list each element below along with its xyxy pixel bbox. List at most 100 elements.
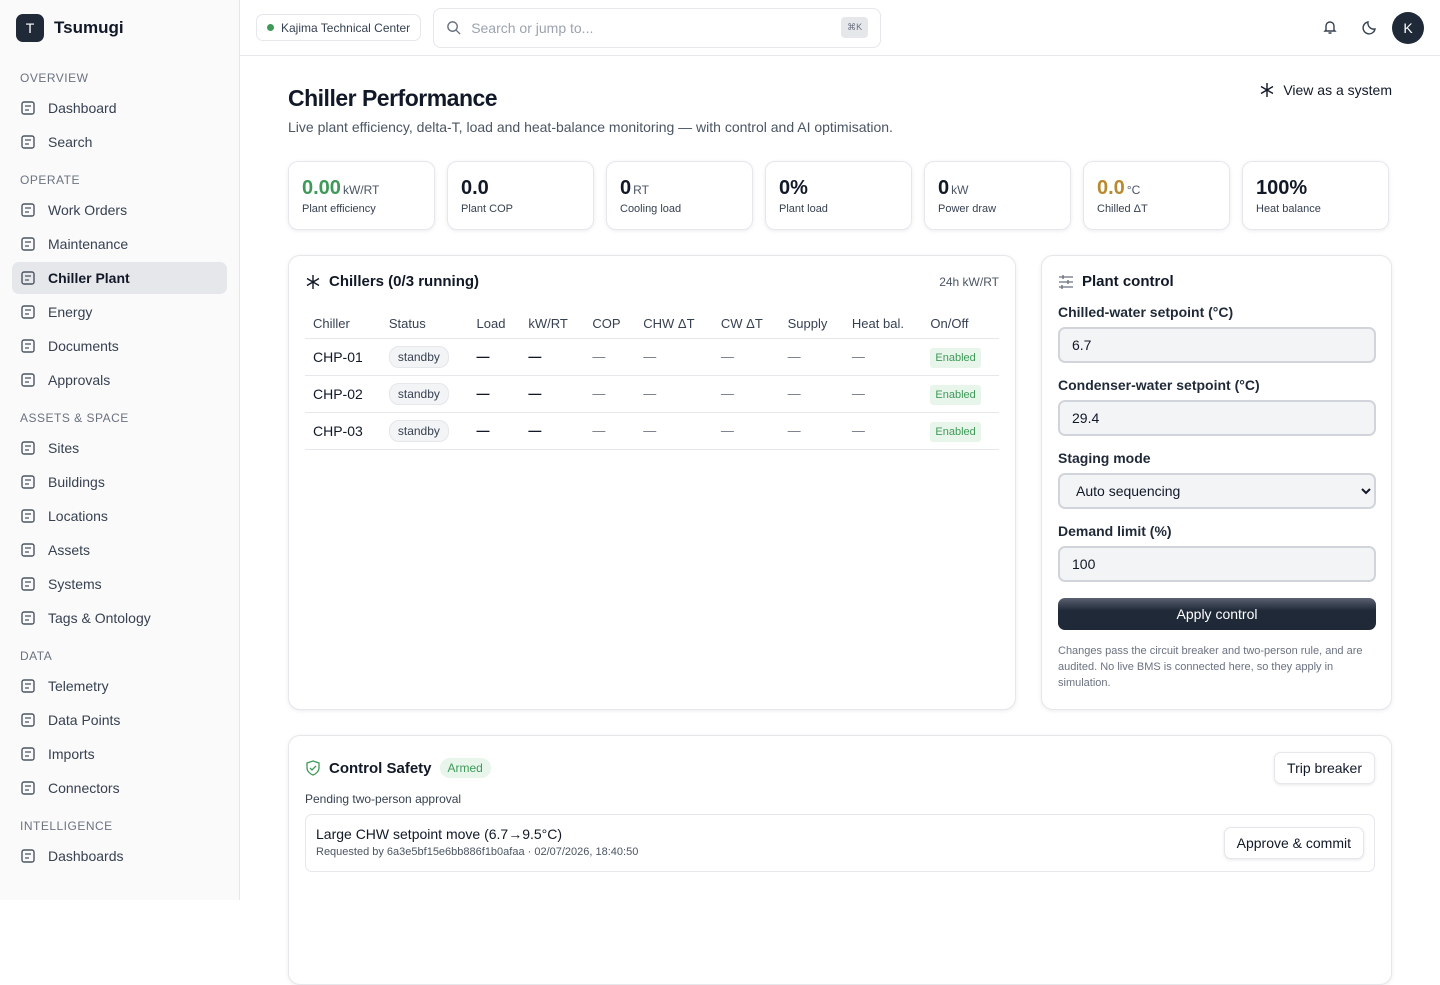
nav-item[interactable]: Chiller Plant bbox=[12, 262, 227, 294]
cell: CHP-01 bbox=[305, 338, 381, 376]
nav-item[interactable]: Imports bbox=[12, 738, 227, 770]
kpi-row: 0.00 kW/RT Plant efficiency 0.0 Plant COP 0 RT… bbox=[288, 161, 1392, 230]
approve-button[interactable]: Approve & commit bbox=[1223, 827, 1364, 859]
kpi-number: 0 bbox=[938, 177, 950, 199]
nav-item[interactable]: Approvals bbox=[12, 364, 227, 396]
kpi-unit: °C bbox=[1126, 183, 1141, 197]
cell: — bbox=[779, 338, 844, 376]
status-pill: standby bbox=[388, 346, 449, 368]
nav-item[interactable]: Assets bbox=[12, 534, 227, 566]
logo: T bbox=[16, 14, 44, 42]
view-system[interactable]: View as a system bbox=[1259, 82, 1392, 98]
nav-label: Approvals bbox=[48, 372, 111, 388]
nav-item[interactable]: Search bbox=[12, 126, 227, 158]
cell-text: — bbox=[851, 386, 865, 401]
nav-item[interactable]: Tags & Ontology bbox=[12, 602, 227, 634]
site-switcher[interactable]: Kajima Technical Center bbox=[256, 14, 422, 41]
cell-text: — bbox=[643, 349, 657, 364]
nav-label: Buildings bbox=[48, 474, 105, 490]
search-box[interactable]: Search or jump to... ⌘K bbox=[433, 7, 882, 48]
nav-item[interactable]: Data Points bbox=[12, 704, 227, 736]
cell: standby bbox=[380, 375, 469, 413]
shield-icon bbox=[306, 760, 320, 776]
kpi-label: Chilled ΔT bbox=[1097, 203, 1148, 215]
nav-item[interactable]: Systems bbox=[12, 568, 227, 600]
kpi-label: Cooling load bbox=[620, 203, 682, 215]
card-title: Control Safety bbox=[329, 759, 432, 777]
cell: standby bbox=[380, 412, 469, 450]
chiller-row[interactable]: CHP-01 standby — — — — — — — Enabled bbox=[305, 338, 999, 376]
cell: — bbox=[712, 338, 780, 376]
nav-icon bbox=[21, 543, 35, 557]
field-input[interactable] bbox=[1058, 400, 1376, 436]
enabled-badge[interactable]: Enabled bbox=[930, 348, 981, 368]
kpi-number: 0.0 bbox=[1097, 177, 1125, 199]
kpi-card: 100% Heat balance bbox=[1242, 161, 1389, 230]
nav-icon bbox=[21, 781, 35, 795]
column-header: Load bbox=[468, 310, 521, 339]
nav-item[interactable]: Maintenance bbox=[12, 228, 227, 260]
safety-card: Control Safety Armed Trip breaker Pendin… bbox=[288, 735, 1392, 985]
plant-control-card: Plant control Chilled-water setpoint (°C… bbox=[1041, 255, 1392, 710]
avatar[interactable]: K bbox=[1392, 12, 1424, 44]
enabled-badge[interactable]: Enabled bbox=[930, 422, 981, 442]
kpi-value: 0.0 °C bbox=[1097, 177, 1216, 201]
field-input[interactable] bbox=[1058, 327, 1376, 363]
nav-icon bbox=[21, 101, 35, 115]
nav-item[interactable]: Dashboard bbox=[12, 92, 227, 124]
staging-select[interactable]: Auto sequencing bbox=[1058, 473, 1376, 509]
cell-text: — bbox=[720, 423, 734, 438]
chiller-row[interactable]: CHP-03 standby — — — — — — — Enabled bbox=[305, 412, 999, 450]
brand[interactable]: T Tsumugi bbox=[12, 0, 227, 56]
nav-label: Work Orders bbox=[48, 202, 128, 218]
kpi-number: 0.0 bbox=[461, 177, 489, 199]
nav-label: Documents bbox=[48, 338, 119, 354]
theme-toggle[interactable] bbox=[1362, 19, 1378, 35]
pending-item: Large CHW setpoint move (6.7→9.5°C) Reque… bbox=[305, 814, 1375, 872]
notifications[interactable] bbox=[1322, 19, 1338, 35]
chiller-row[interactable]: CHP-02 standby — — — — — — — Enabled bbox=[305, 375, 999, 413]
cell: — bbox=[635, 375, 713, 413]
nav-item[interactable]: Buildings bbox=[12, 466, 227, 498]
nav-icon bbox=[21, 679, 35, 693]
nav-label: Maintenance bbox=[48, 236, 129, 252]
nav-item[interactable]: Energy bbox=[12, 296, 227, 328]
column-header: CHW ΔT bbox=[635, 310, 713, 339]
cell: — bbox=[468, 338, 521, 376]
pending-list: Large CHW setpoint move (6.7→9.5°C) Reque… bbox=[305, 814, 1375, 872]
nav-item[interactable]: Locations bbox=[12, 500, 227, 532]
enabled-badge[interactable]: Enabled bbox=[930, 385, 981, 405]
nav-item[interactable]: Work Orders bbox=[12, 194, 227, 226]
table-body: CHP-01 standby — — — — — — — Enabled CHP-02 standby… bbox=[305, 338, 999, 450]
trip-button[interactable]: Trip breaker bbox=[1274, 752, 1375, 784]
cell: standby bbox=[380, 338, 469, 376]
nav-item[interactable]: Dashboards bbox=[12, 840, 227, 872]
nav-item[interactable]: Connectors bbox=[12, 772, 227, 804]
nav-icon bbox=[21, 373, 35, 387]
cell-text: — bbox=[720, 386, 734, 401]
cell-text: — bbox=[720, 349, 734, 364]
apply-button[interactable]: Apply control bbox=[1058, 598, 1376, 630]
nav-icon bbox=[21, 203, 35, 217]
nav-item[interactable]: Telemetry bbox=[12, 670, 227, 702]
brand-name: Tsumugi bbox=[54, 18, 124, 37]
field-label: Staging mode bbox=[1058, 450, 1151, 466]
nav-icon bbox=[21, 577, 35, 591]
nav-item[interactable]: Sites bbox=[12, 432, 227, 464]
field-input[interactable] bbox=[1058, 546, 1376, 582]
chillers-card: Chillers (0/3 running) 24h kW/RT Chiller… bbox=[288, 255, 1016, 710]
column-header: CW ΔT bbox=[712, 310, 780, 339]
cell: — bbox=[635, 412, 713, 450]
nav-item[interactable]: Documents bbox=[12, 330, 227, 362]
kpi-card: 0.0 Plant COP bbox=[447, 161, 594, 230]
card-title: Plant control bbox=[1082, 273, 1174, 290]
chillers-table: Chiller Status Load kW/RT COP CHW ΔT CW ΔT Supp… bbox=[305, 310, 999, 450]
kpi-value: 100% bbox=[1256, 177, 1375, 201]
action-label: View as a system bbox=[1283, 82, 1392, 98]
kpi-number: 0% bbox=[779, 177, 808, 199]
kpi-unit: RT bbox=[633, 183, 649, 197]
kpi-label: Plant COP bbox=[461, 203, 513, 215]
cell: CHP-03 bbox=[305, 412, 381, 450]
cell-text: CHP-03 bbox=[313, 422, 363, 439]
topbar: Kajima Technical Center Search or jump t… bbox=[240, 0, 1440, 56]
